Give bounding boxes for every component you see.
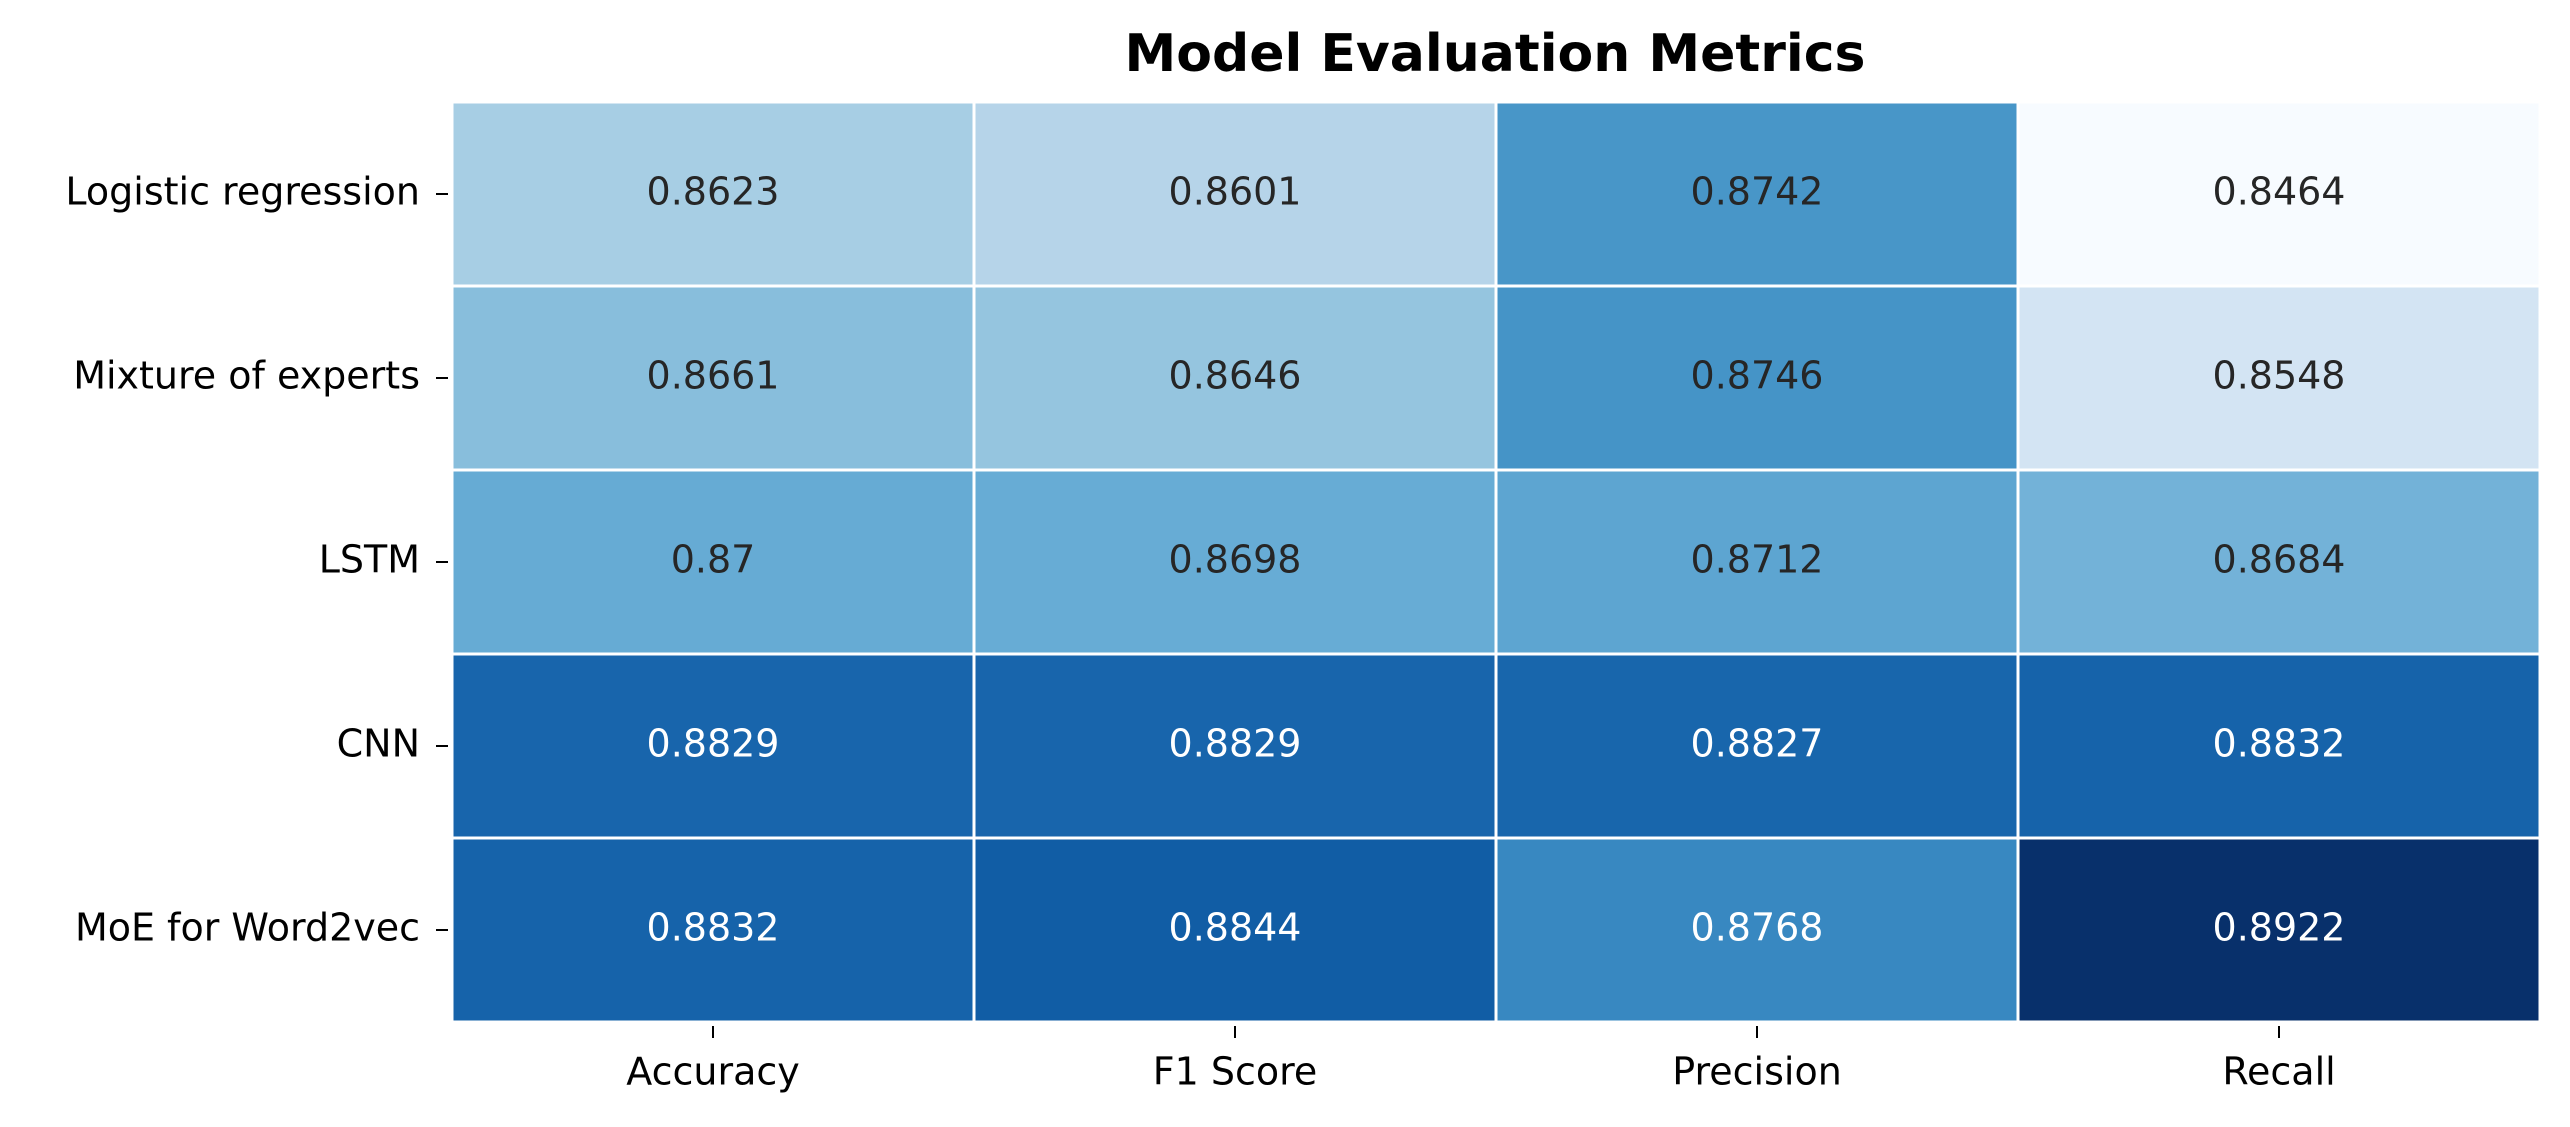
heatmap-cell-logistic-regression-accuracy: [450, 100, 976, 288]
cell-label-mixture-of-experts-recall: 0.8548: [2213, 354, 2346, 398]
heatmap-cell-moe-for-word2vec-accuracy: [450, 836, 976, 1024]
cell-label-moe-for-word2vec-f1-score: 0.8844: [1169, 906, 1302, 950]
cell-label-logistic-regression-f1-score: 0.8601: [1169, 170, 1302, 214]
heatmap-cells: [450, 100, 2542, 1024]
heatmap-cell-logistic-regression-recall: [2016, 100, 2542, 288]
x-tick-label-f1-score: F1 Score: [1153, 1050, 1318, 1094]
cell-label-cnn-accuracy: 0.8829: [647, 722, 780, 766]
cell-label-lstm-accuracy: 0.87: [671, 538, 756, 582]
chart-title: Model Evaluation Metrics: [1125, 24, 1866, 84]
cell-label-moe-for-word2vec-accuracy: 0.8832: [647, 906, 780, 950]
heatmap-cell-logistic-regression-precision: [1494, 100, 2020, 288]
cell-label-mixture-of-experts-f1-score: 0.8646: [1169, 354, 1302, 398]
x-axis: Accuracy F1 Score Precision Recall: [626, 1026, 2336, 1094]
cell-label-mixture-of-experts-precision: 0.8746: [1691, 354, 1824, 398]
y-tick-label-lstm: LSTM: [319, 538, 420, 582]
heatmap-annotations: 0.8623 0.8601 0.8742 0.8464 0.8661 0.8646 0.87…: [647, 170, 2346, 950]
heatmap-cell-moe-for-word2vec-precision: [1494, 836, 2020, 1024]
heatmap-cell-mixture-of-experts-accuracy: [450, 284, 976, 472]
cell-label-moe-for-word2vec-precision: 0.8768: [1691, 906, 1824, 950]
y-tick-label-cnn: CNN: [337, 722, 420, 766]
cell-label-cnn-f1-score: 0.8829: [1169, 722, 1302, 766]
heatmap-cell-moe-for-word2vec-f1-score: [972, 836, 1498, 1024]
cell-label-logistic-regression-recall: 0.8464: [2213, 170, 2346, 214]
cell-label-mixture-of-experts-accuracy: 0.8661: [647, 354, 780, 398]
x-tick-label-accuracy: Accuracy: [626, 1050, 800, 1094]
heatmap-cell-cnn-accuracy: [450, 652, 976, 840]
heatmap-cell-lstm-f1-score: [972, 468, 1498, 656]
cell-label-cnn-precision: 0.8827: [1691, 722, 1824, 766]
y-tick-label-logistic-regression: Logistic regression: [65, 170, 420, 214]
heatmap-cell-cnn-f1-score: [972, 652, 1498, 840]
y-tick-label-mixture-of-experts: Mixture of experts: [73, 354, 420, 398]
cell-label-logistic-regression-precision: 0.8742: [1691, 170, 1824, 214]
heatmap-cell-mixture-of-experts-recall: [2016, 284, 2542, 472]
heatmap-cell-mixture-of-experts-f1-score: [972, 284, 1498, 472]
heatmap-cell-cnn-precision: [1494, 652, 2020, 840]
cell-label-lstm-f1-score: 0.8698: [1169, 538, 1302, 582]
x-tick-label-recall: Recall: [2222, 1050, 2335, 1094]
y-tick-label-moe-for-word2vec: MoE for Word2vec: [75, 906, 420, 950]
cell-label-cnn-recall: 0.8832: [2213, 722, 2346, 766]
heatmap-cell-lstm-recall: [2016, 468, 2542, 656]
heatmap-cell-moe-for-word2vec-recall: [2016, 836, 2542, 1024]
x-tick-label-precision: Precision: [1672, 1050, 1842, 1094]
cell-label-moe-for-word2vec-recall: 0.8922: [2213, 906, 2346, 950]
cell-label-lstm-recall: 0.8684: [2213, 538, 2346, 582]
cell-label-lstm-precision: 0.8712: [1691, 538, 1824, 582]
y-axis: Logistic regression Mixture of experts LST…: [65, 170, 448, 950]
heatmap-cell-cnn-recall: [2016, 652, 2542, 840]
heatmap-cell-logistic-regression-f1-score: [972, 100, 1498, 288]
cell-label-logistic-regression-accuracy: 0.8623: [647, 170, 780, 214]
